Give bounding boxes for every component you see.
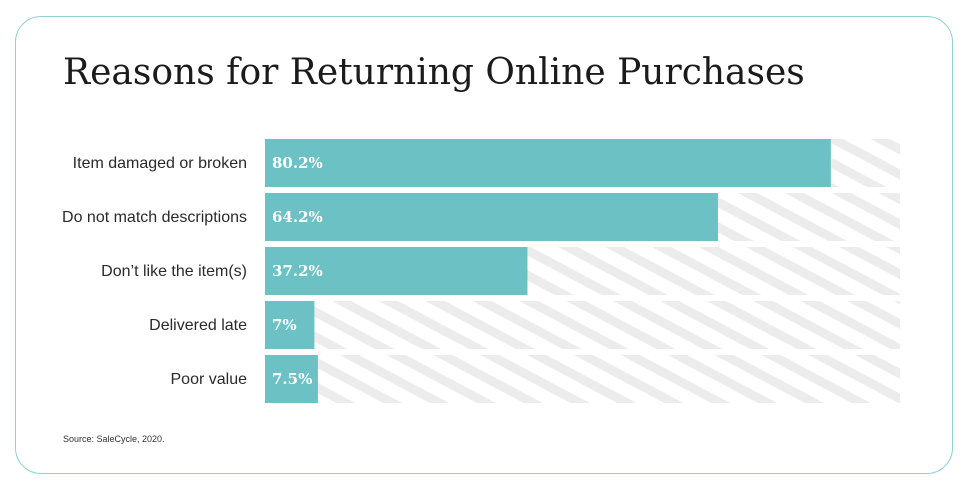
bar-track <box>265 355 900 403</box>
value-label: 7.5% <box>272 370 312 388</box>
bar <box>265 355 318 403</box>
value-label: 80.2% <box>272 154 323 172</box>
bar <box>265 139 831 187</box>
category-label: Item damaged or broken <box>73 155 247 172</box>
category-label: Delivered late <box>149 317 247 334</box>
bar <box>265 301 315 349</box>
value-label: 64.2% <box>272 208 323 226</box>
source-note: Source: SaleCycle, 2020. <box>63 434 165 444</box>
value-label: 7% <box>272 316 297 334</box>
category-label: Do not match descriptions <box>62 209 247 226</box>
bar-track <box>265 301 900 349</box>
category-label: Poor value <box>171 371 248 388</box>
chart-title: Reasons for Returning Online Purchases <box>63 52 805 93</box>
bar <box>265 247 528 295</box>
value-label: 37.2% <box>272 262 323 280</box>
category-label: Don’t like the item(s) <box>101 263 247 280</box>
bar <box>265 193 718 241</box>
